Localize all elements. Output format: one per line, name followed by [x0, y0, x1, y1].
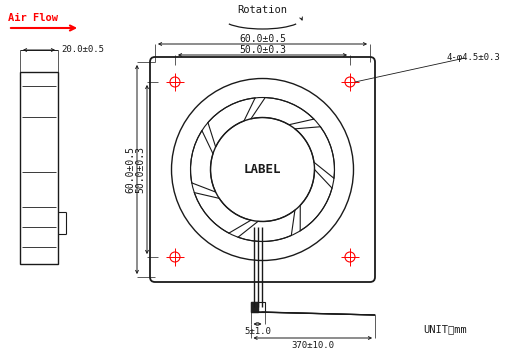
- Text: 50.0±0.3: 50.0±0.3: [135, 146, 145, 193]
- Text: 20.0±0.5: 20.0±0.5: [61, 44, 104, 53]
- Text: 60.0±0.5: 60.0±0.5: [239, 34, 286, 44]
- Text: 60.0±0.5: 60.0±0.5: [125, 146, 135, 193]
- Text: Rotation: Rotation: [238, 5, 288, 15]
- Text: LABEL: LABEL: [244, 163, 281, 176]
- Text: 5±1.0: 5±1.0: [244, 328, 271, 336]
- Polygon shape: [250, 302, 258, 312]
- Text: 50.0±0.3: 50.0±0.3: [239, 45, 286, 55]
- Text: 4-φ4.5±0.3: 4-φ4.5±0.3: [446, 53, 500, 63]
- Text: UNIT：mm: UNIT：mm: [423, 324, 467, 334]
- Text: 370±10.0: 370±10.0: [291, 341, 334, 351]
- Text: Air Flow: Air Flow: [8, 13, 58, 23]
- Bar: [20, 72, 58, 264]
- Bar: [250, 302, 265, 312]
